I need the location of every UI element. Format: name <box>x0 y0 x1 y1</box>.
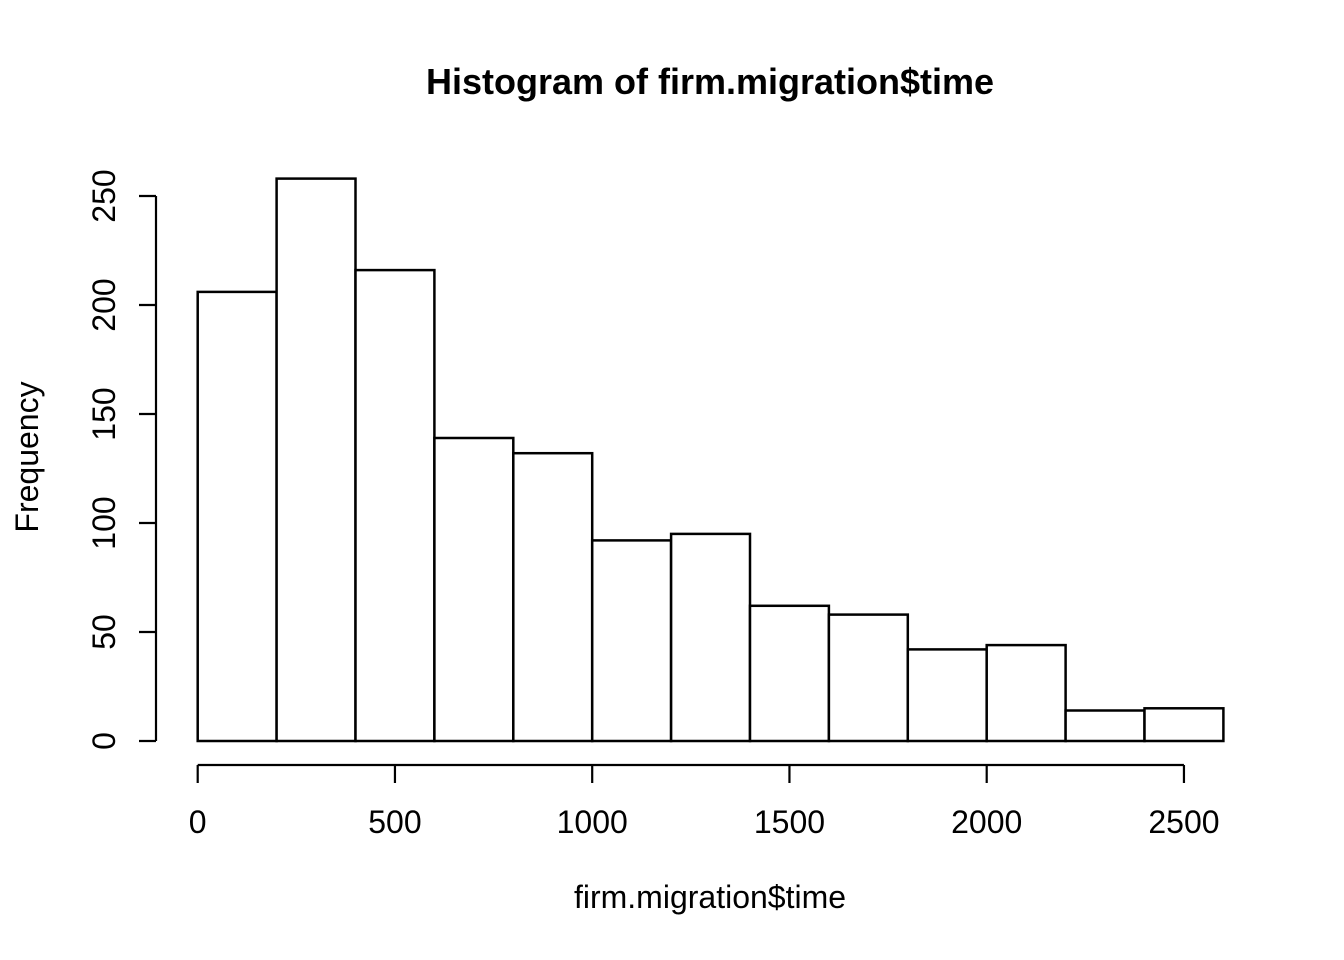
histogram-bar <box>275 177 357 743</box>
y-tick-label: 200 <box>86 278 122 331</box>
histogram-bar <box>669 532 752 743</box>
histogram-bar <box>196 290 278 743</box>
x-tick-label: 2000 <box>951 804 1022 840</box>
x-tick-label: 2500 <box>1148 804 1219 840</box>
y-tick-label: 100 <box>86 496 122 549</box>
y-axis-group: 0 50 100 150 200 250 <box>86 169 158 750</box>
histogram-bar <box>512 451 594 743</box>
y-axis-title: Frequency <box>9 381 45 532</box>
bars-group <box>196 177 1225 743</box>
x-axis-group: 0 500 1000 1500 2000 2500 <box>189 763 1220 840</box>
x-tick-label: 500 <box>368 804 421 840</box>
y-tick-label: 150 <box>86 387 122 440</box>
chart-title: Histogram of firm.migration$time <box>426 61 994 102</box>
histogram-bar <box>748 604 831 743</box>
x-tick-label: 0 <box>189 804 207 840</box>
histogram-bar <box>433 436 515 743</box>
y-tick-label: 0 <box>86 732 122 750</box>
histogram-bar <box>827 613 910 743</box>
histogram-bar <box>1064 709 1146 743</box>
x-tick-label: 1000 <box>557 804 628 840</box>
x-axis-title: firm.migration$time <box>574 879 846 915</box>
histogram-bar <box>985 643 1067 743</box>
y-tick-label: 250 <box>86 169 122 222</box>
y-tick-label: 50 <box>86 614 122 650</box>
x-tick-label: 1500 <box>754 804 825 840</box>
histogram-bar <box>590 539 673 743</box>
histogram-bar <box>906 648 988 743</box>
histogram-bar <box>354 268 436 743</box>
histogram-bar <box>1143 707 1225 743</box>
